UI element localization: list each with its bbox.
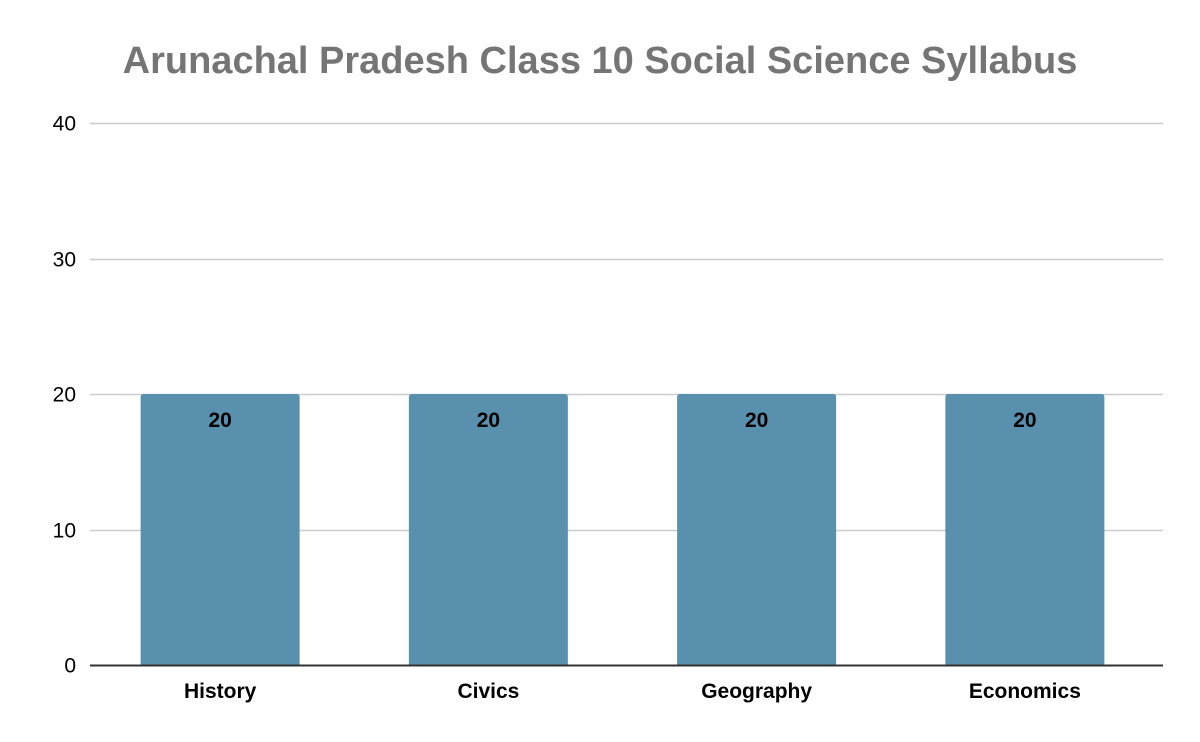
x-tick-label: Civics bbox=[457, 680, 519, 703]
data-label: 20 bbox=[745, 409, 768, 432]
bar-history bbox=[140, 394, 300, 665]
x-tick-label: Economics bbox=[969, 680, 1081, 703]
y-tick-label: 0 bbox=[64, 655, 76, 678]
data-label: 20 bbox=[208, 409, 231, 432]
y-tick-label: 30 bbox=[53, 249, 76, 272]
bar-civics bbox=[408, 394, 568, 665]
x-tick-label: History bbox=[184, 680, 257, 703]
chart-title: Arunachal Pradesh Class 10 Social Scienc… bbox=[122, 40, 1078, 82]
y-tick-label: 20 bbox=[53, 384, 76, 407]
data-label: 20 bbox=[477, 409, 500, 432]
bar-geography bbox=[677, 394, 837, 665]
bar-economics bbox=[945, 394, 1105, 665]
x-tick-label: Geography bbox=[701, 680, 812, 703]
y-tick-label: 10 bbox=[53, 520, 76, 543]
data-label: 20 bbox=[1013, 409, 1036, 432]
y-tick-label: 40 bbox=[53, 113, 76, 136]
